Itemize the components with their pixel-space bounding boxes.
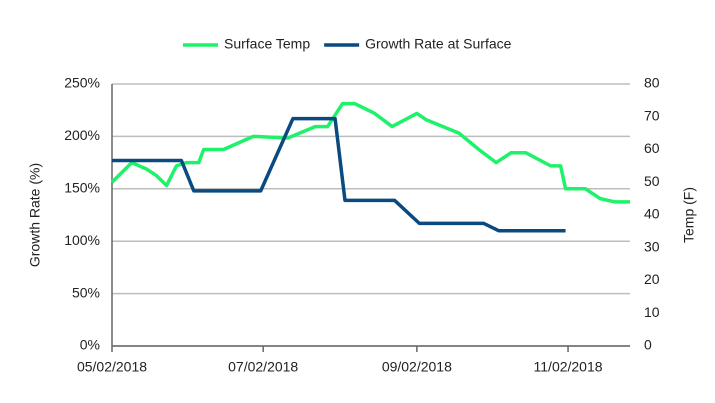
y2-tick-label: 60 xyxy=(644,140,660,156)
y2-axis-label: Temp (F) xyxy=(681,187,697,243)
y-tick-label: 250% xyxy=(64,75,100,91)
x-tick-label: 05/02/2018 xyxy=(77,359,147,375)
y-tick-label: 150% xyxy=(64,180,100,196)
y2-tick-label: 80 xyxy=(644,75,660,91)
y2-tick-label: 30 xyxy=(644,238,660,254)
x-tick-label: 09/02/2018 xyxy=(382,359,452,375)
y-tick-label: 100% xyxy=(64,232,100,248)
x-tick-label: 07/02/2018 xyxy=(228,359,298,375)
y2-tick-label: 20 xyxy=(644,271,660,287)
y2-tick-label: 40 xyxy=(644,206,660,222)
y-tick-label: 0% xyxy=(80,337,100,353)
y2-tick-label: 0 xyxy=(644,337,652,353)
y2-tick-label: 50 xyxy=(644,173,660,189)
x-tick-label: 11/02/2018 xyxy=(534,359,603,375)
legend-label: Growth Rate at Surface xyxy=(365,36,512,52)
legend-label: Surface Temp xyxy=(224,36,310,52)
y2-tick-label: 70 xyxy=(644,107,660,123)
y-axis-label: Growth Rate (%) xyxy=(27,163,43,267)
y-tick-label: 200% xyxy=(64,127,100,143)
y2-tick-label: 10 xyxy=(644,304,660,320)
series-line xyxy=(110,101,630,204)
series-line xyxy=(112,116,566,233)
y-tick-label: 50% xyxy=(72,284,100,300)
